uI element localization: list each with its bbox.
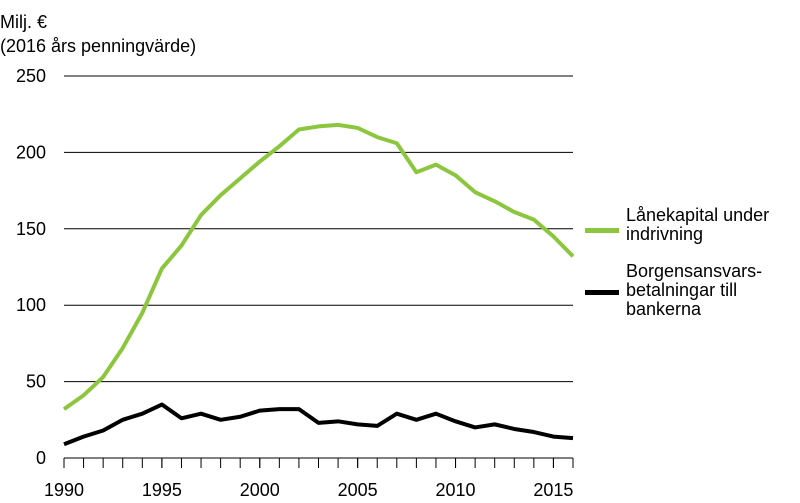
x-tick-label: 2005 bbox=[338, 480, 378, 500]
y-label: Milj. € bbox=[0, 12, 47, 32]
legend-label: Borgensansvars-betalningar till bankerna bbox=[626, 261, 763, 319]
x-tick-label: 1995 bbox=[142, 480, 182, 500]
y-tick-label: 100 bbox=[16, 295, 46, 315]
y-tick-label: 250 bbox=[16, 66, 46, 86]
x-tick-label: 2000 bbox=[240, 480, 280, 500]
y-tick-label: 150 bbox=[16, 219, 46, 239]
y-tick-label: 200 bbox=[16, 142, 46, 162]
line-series bbox=[62, 122, 575, 411]
legend-label: Lånekapital under indrivning bbox=[626, 205, 770, 244]
legend-swatch bbox=[585, 290, 619, 295]
legend-swatch bbox=[585, 228, 619, 233]
y-tick-label: 50 bbox=[26, 372, 46, 392]
x-tick-label: 1990 bbox=[44, 480, 84, 500]
y-label-note: (2016 års penningvärde) bbox=[0, 36, 196, 56]
x-tick-label: 2010 bbox=[436, 480, 476, 500]
y-tick-label: 0 bbox=[36, 448, 46, 468]
x-tick-label: 2015 bbox=[533, 480, 573, 500]
line-series bbox=[63, 402, 574, 447]
